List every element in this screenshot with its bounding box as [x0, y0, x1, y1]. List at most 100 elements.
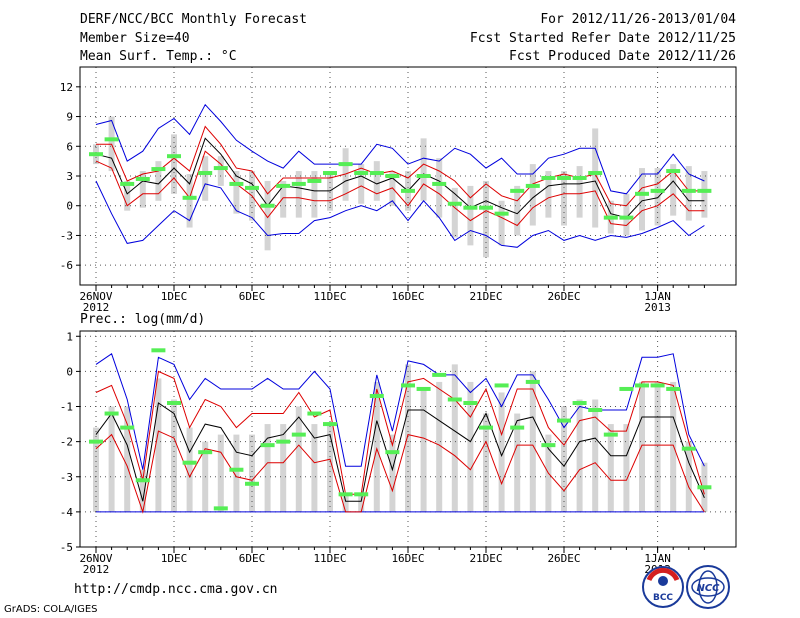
precip-observed-marker — [276, 439, 291, 444]
precip-ensemble-box — [451, 364, 458, 512]
temp-ensemble-box — [124, 180, 131, 211]
temp-observed-marker — [525, 183, 540, 188]
temp-observed-marker — [681, 188, 696, 193]
temp-observed-marker — [510, 188, 525, 193]
precip-observed-marker — [510, 425, 525, 430]
precip-ensemble-box — [420, 388, 427, 512]
precip-ensemble-box — [311, 424, 318, 512]
bcc-logo-text: BCC — [653, 593, 673, 603]
precip-observed-marker — [198, 450, 213, 455]
precip-ytick-label: -5 — [60, 541, 73, 554]
precip-q75-line — [95, 370, 705, 495]
precip-ensemble-box — [389, 434, 396, 512]
temp-ytick-label: 3 — [66, 170, 73, 183]
precip-ensemble-box — [295, 406, 302, 512]
temp-observed-marker — [385, 174, 400, 178]
forecast-range: For 2012/11/26-2013/01/04 — [540, 12, 736, 27]
temp-ensemble-box — [139, 171, 146, 208]
precip-ensemble-box — [264, 424, 271, 512]
precip-observed-marker — [89, 439, 103, 444]
precip-observed-marker — [338, 492, 353, 497]
temp-ensemble-box — [186, 174, 193, 228]
temp-ensemble-box — [264, 180, 271, 251]
precip-xtick-label: 26DEC — [547, 552, 580, 565]
temp-observed-marker — [213, 166, 228, 171]
temp-ensemble-box — [436, 158, 443, 218]
temp-ensemble-box — [623, 193, 630, 236]
temp-median-line — [95, 137, 705, 219]
precip-ensemble-box — [139, 469, 146, 512]
precip-ensemble-box — [561, 406, 567, 512]
precip-observed-marker — [401, 383, 415, 388]
precip-xtick-label: 6DEC — [239, 552, 266, 565]
temp-xtick-label: 1DEC — [161, 290, 188, 303]
temp-ensemble-box — [514, 185, 521, 236]
precip-ensemble-box — [358, 494, 365, 512]
precip-ensemble-box — [217, 434, 224, 512]
temp-ensemble-box — [561, 171, 567, 226]
temp-ensemble-box — [108, 116, 115, 172]
precip-observed-marker — [182, 460, 197, 465]
precip-xtick-label: 21DEC — [469, 552, 502, 565]
precip-observed-marker — [229, 467, 244, 472]
temp-ensemble-box — [295, 171, 302, 218]
chart-title: DERF/NCC/BCC Monthly Forecast — [80, 12, 307, 27]
precip-ensemble-box — [249, 434, 255, 512]
temp-observed-marker — [307, 178, 322, 183]
precip-median-line — [95, 402, 705, 502]
precip-observed-marker — [416, 386, 431, 391]
temp-observed-marker — [245, 185, 259, 190]
temp-ensemble-box — [280, 180, 287, 218]
precip-ensemble-box — [186, 427, 193, 512]
precip-xtick-label: 26NOV — [79, 552, 112, 565]
precip-ensemble-box — [124, 406, 131, 512]
precip-ensemble-box — [93, 427, 99, 512]
precip-observed-marker — [432, 372, 447, 377]
temp-ensemble-box — [685, 166, 692, 221]
temp-xtick-label: 16DEC — [391, 290, 424, 303]
precip-observed-marker — [260, 443, 275, 448]
footer-url[interactable]: http://cmdp.ncc.cma.gov.cn — [74, 582, 278, 597]
precip-ytick-label: 1 — [66, 330, 73, 343]
precip-observed-marker — [681, 446, 696, 451]
temp-observed-marker — [463, 205, 478, 210]
temp-ytick-label: 12 — [60, 81, 73, 94]
temp-observed-marker — [151, 167, 166, 172]
precip-observed-marker — [525, 379, 540, 384]
temp-xtick-label: 11DEC — [313, 290, 346, 303]
precip-observed-marker — [369, 393, 384, 398]
precip-ensemble-box — [327, 424, 333, 512]
precip-ensemble-box — [498, 392, 505, 512]
temp-ytick-label: -6 — [60, 259, 73, 272]
temp-observed-marker — [229, 181, 244, 186]
precip-panel-title: Prec.: log(mm/d) — [80, 312, 205, 327]
precip-ensemble-box — [280, 424, 287, 512]
precip-observed-marker — [635, 383, 649, 388]
temp-ensemble-box — [311, 171, 318, 218]
temp-q75-line — [96, 125, 705, 207]
precip-xtick-label: 16DEC — [391, 552, 424, 565]
precip-observed-marker — [463, 401, 478, 405]
temp-observed-marker — [120, 181, 135, 186]
temp-observed-marker — [198, 171, 213, 176]
temp-ensemble-box — [483, 180, 489, 258]
precip-observed-marker — [323, 422, 337, 427]
precip-ensemble-box — [342, 494, 349, 512]
precip-ensemble-box — [155, 378, 162, 512]
precip-observed-marker — [120, 425, 135, 430]
precip-observed-marker — [151, 348, 166, 353]
temp-observed-marker — [182, 195, 197, 200]
temp-observed-marker — [619, 215, 634, 220]
precip-ytick-label: -2 — [60, 436, 73, 449]
precip-ensemble-box — [467, 381, 474, 512]
temp-ensemble-box — [202, 156, 209, 201]
temp-min-line — [95, 180, 705, 248]
temp-observed-marker — [666, 169, 681, 174]
temp-ensemble-box — [420, 138, 427, 201]
temp-observed-marker — [323, 171, 337, 176]
temp-observed-marker — [603, 215, 618, 220]
temp-observed-marker — [369, 171, 384, 176]
temp-observed-marker — [291, 181, 306, 186]
temp-observed-marker — [447, 201, 462, 206]
